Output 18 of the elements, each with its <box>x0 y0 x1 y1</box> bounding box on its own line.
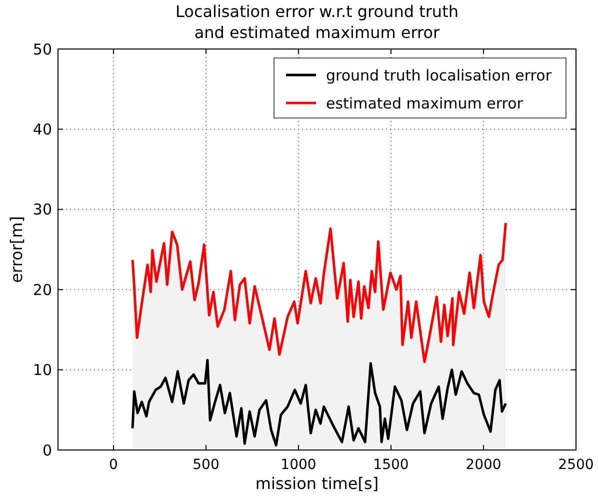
y-tick-label: 20 <box>32 280 52 299</box>
x-tick-label: 1500 <box>373 457 409 473</box>
line-series <box>131 358 507 446</box>
legend-label: ground truth localisation error <box>326 66 552 84</box>
chart-title: Localisation error w.r.t ground truth and estimated maximum error <box>176 2 458 42</box>
x-tick-label: 0 <box>109 457 118 473</box>
x-tick-label: 1000 <box>280 457 316 473</box>
y-tick-label: 50 <box>32 40 52 58</box>
y-tick-label: 40 <box>32 120 52 138</box>
y-axis-title: error[m] <box>7 216 26 283</box>
x-tick-label: 500 <box>192 457 220 473</box>
x-axis-title: mission time[s] <box>255 474 379 493</box>
x-tick-label: 2000 <box>466 457 502 473</box>
y-tick-label: 0 <box>42 441 52 460</box>
y-tick-label: 30 <box>32 200 52 219</box>
legend-label: estimated maximum error <box>326 94 524 112</box>
x-tick-label: 2500 <box>558 457 594 473</box>
y-tick-label: 10 <box>32 361 52 380</box>
